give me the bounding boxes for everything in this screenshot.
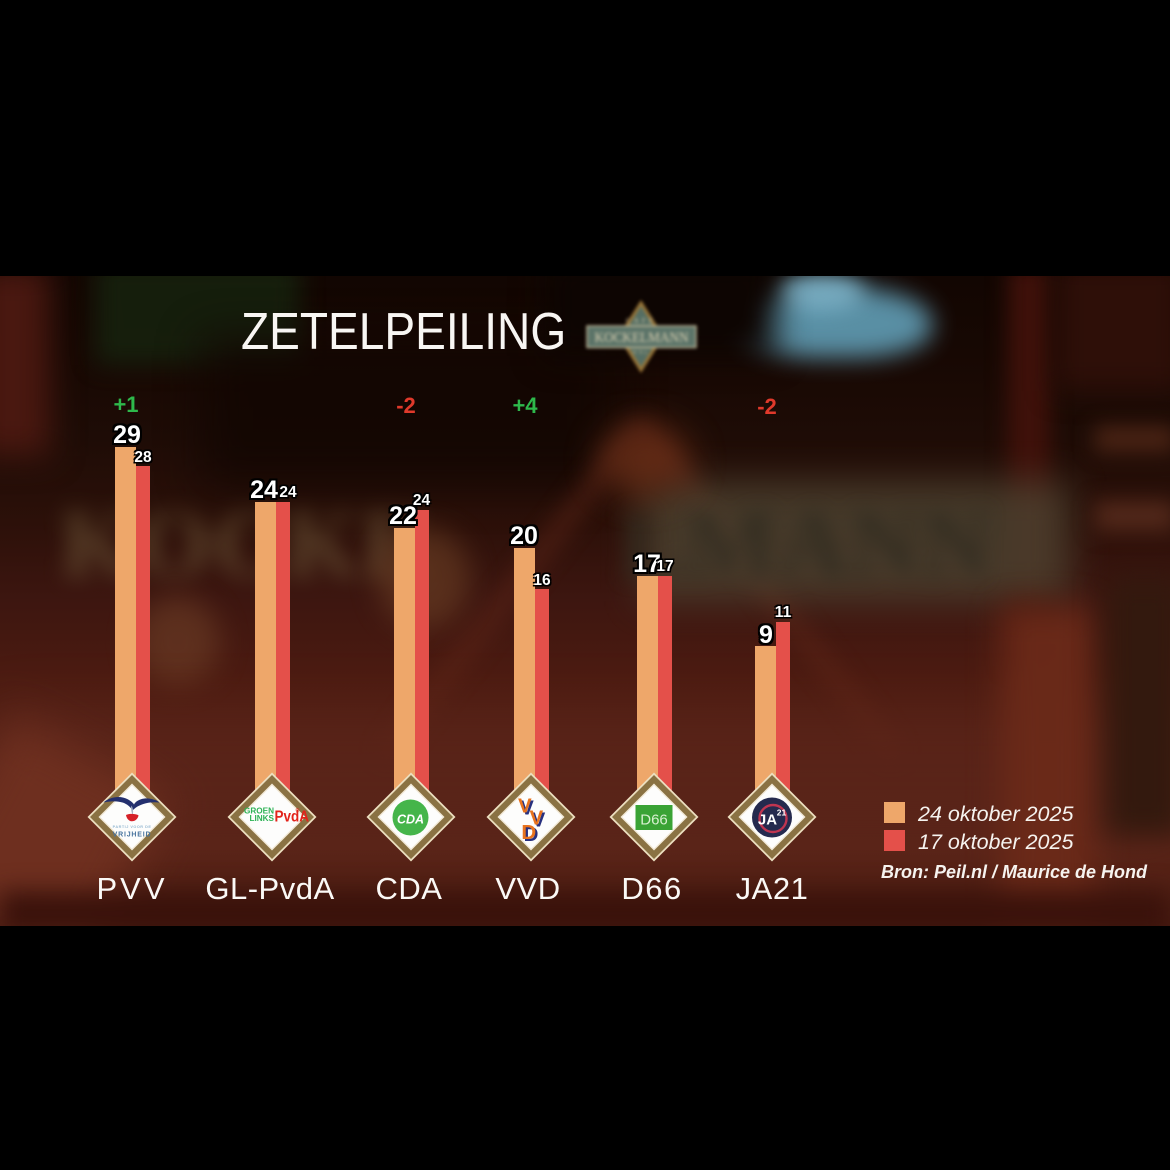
svg-text:GROEN: GROEN — [243, 807, 273, 816]
svg-text:V: V — [517, 794, 531, 817]
svg-text:V: V — [520, 797, 534, 820]
svg-text:KOCKELMANN: KOCKELMANN — [595, 330, 689, 346]
svg-text:D66: D66 — [640, 812, 668, 829]
svg-text:JA: JA — [757, 812, 776, 829]
svg-text:V: V — [529, 806, 543, 829]
svg-text:D: D — [523, 823, 538, 846]
svg-text:21: 21 — [776, 808, 786, 818]
svg-text:VRIJHEID: VRIJHEID — [112, 832, 151, 839]
svg-text:®: ® — [295, 807, 299, 814]
svg-text:CAFE: CAFE — [626, 317, 656, 325]
svg-text:LINKS: LINKS — [249, 814, 274, 823]
svg-text:WNL: WNL — [632, 351, 649, 356]
svg-text:D: D — [521, 821, 536, 844]
svg-text:V: V — [531, 809, 545, 832]
svg-text:PvdA: PvdA — [274, 809, 309, 826]
svg-text:PARTIJ VOOR DE: PARTIJ VOOR DE — [112, 825, 151, 829]
svg-text:CDA: CDA — [396, 813, 423, 827]
